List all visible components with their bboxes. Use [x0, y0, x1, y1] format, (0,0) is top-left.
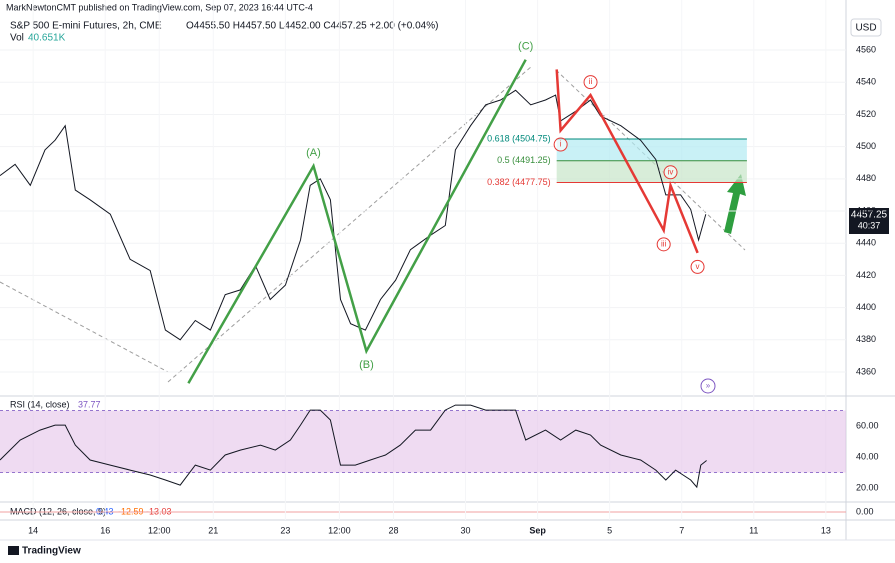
x-tick-label: 30: [461, 525, 471, 535]
projection-arrow: [724, 174, 746, 234]
x-tick-label: 12:00: [148, 525, 171, 535]
wave-label-circle: [656, 237, 671, 252]
x-tick-label: 21: [208, 525, 218, 535]
vol-value: 40.651K: [28, 33, 66, 44]
wave-label-circle: [690, 259, 705, 274]
wave-label: (B): [359, 359, 374, 371]
x-tick-label: 28: [388, 525, 398, 535]
fib-label: 0.5 (4491.25): [497, 155, 551, 165]
y-tick-label: 4500: [856, 141, 876, 151]
y-tick-label: 4480: [856, 173, 876, 183]
wave-label-circle: [663, 165, 678, 180]
price-tag: 4457.25: [851, 210, 888, 221]
events-icon[interactable]: [700, 378, 716, 394]
y-tick-label: 4440: [856, 238, 876, 248]
rsi-title: RSI (14, close): [10, 399, 70, 409]
x-tick-label: 12:00: [328, 525, 351, 535]
trend-line: [167, 65, 533, 383]
macd-zero-label: 0.00: [856, 506, 874, 516]
vol-label: Vol: [10, 33, 24, 44]
x-tick-label: 16: [100, 525, 110, 535]
y-tick-label: 4420: [856, 270, 876, 280]
price-line: [0, 89, 707, 341]
fib-label: 0.382 (4477.75): [487, 177, 551, 187]
brand-logo: [8, 546, 19, 555]
events-icon-glyph[interactable]: »: [706, 381, 711, 390]
y-tick-label: 4360: [856, 366, 876, 376]
x-tick-label: 11: [749, 525, 758, 535]
x-tick-label: 13: [821, 525, 831, 535]
wave-label: v: [696, 262, 700, 271]
y-tick-label: 4460: [856, 205, 876, 215]
wave-label: ii: [589, 77, 593, 86]
countdown: 40:37: [858, 220, 881, 230]
y-tick-label: 4520: [856, 109, 876, 119]
currency[interactable]: USD: [855, 23, 876, 34]
wave-label: iii: [661, 239, 667, 248]
brand: TradingView: [22, 546, 81, 557]
wave-label: i: [560, 140, 562, 149]
rsi-band: [0, 410, 846, 473]
wave-label: iv: [668, 167, 674, 176]
x-tick-label: 14: [28, 525, 38, 535]
x-tick-label: 23: [280, 525, 290, 535]
fib-zone: [556, 160, 747, 183]
y-tick-label: 4400: [856, 302, 876, 312]
symbol: S&P 500 E-mini Futures, 2h, CME: [10, 21, 162, 32]
fib-label: 0.618 (4504.75): [487, 133, 551, 143]
rsi-line: [0, 404, 707, 489]
y-tick-label: 20.00: [856, 482, 879, 492]
ohlc: O4455.50 H4457.50 L4452.00 C4457.25 +2.0…: [186, 21, 438, 32]
y-tick-label: 4560: [856, 44, 876, 54]
rsi-last: 37.77: [78, 399, 101, 409]
wave-line: [555, 69, 699, 254]
x-tick-label: Sep: [529, 525, 546, 535]
macd-signal: -12.59: [118, 506, 144, 516]
wave-label: (A): [306, 147, 321, 159]
trend-line: [0, 281, 169, 373]
wave-label-circle: [583, 75, 598, 90]
y-tick-label: 40.00: [856, 451, 879, 461]
wave-line: [187, 59, 527, 384]
x-tick-label: 7: [679, 525, 684, 535]
wave-label-circle: [553, 137, 568, 152]
x-tick-label: 5: [607, 525, 612, 535]
price-tag-box: [849, 208, 889, 234]
fib-zone: [556, 138, 747, 161]
macd-title: MACD (12, 26, close, 9): [10, 506, 106, 516]
wave-label: (C): [518, 41, 533, 53]
y-tick-label: 4380: [856, 334, 876, 344]
y-tick-label: 4540: [856, 77, 876, 87]
y-tick-label: 60.00: [856, 420, 879, 430]
currency-box[interactable]: [850, 18, 882, 37]
